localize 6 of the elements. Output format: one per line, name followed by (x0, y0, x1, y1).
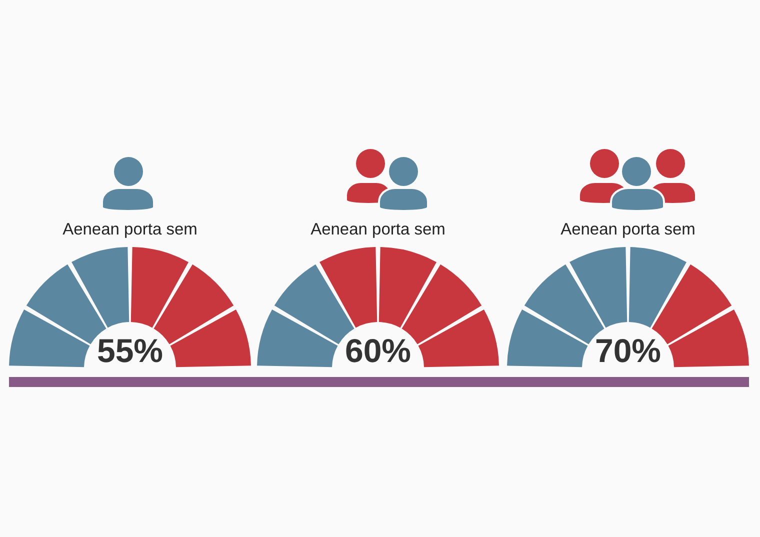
chart-title: Aenean porta sem (62, 220, 198, 238)
chart-title: Aenean porta sem (560, 220, 696, 238)
chart-title: Aenean porta sem (310, 220, 446, 238)
text: 70% (594, 332, 662, 369)
text: 55% (96, 332, 164, 369)
text: 60% (344, 332, 412, 369)
